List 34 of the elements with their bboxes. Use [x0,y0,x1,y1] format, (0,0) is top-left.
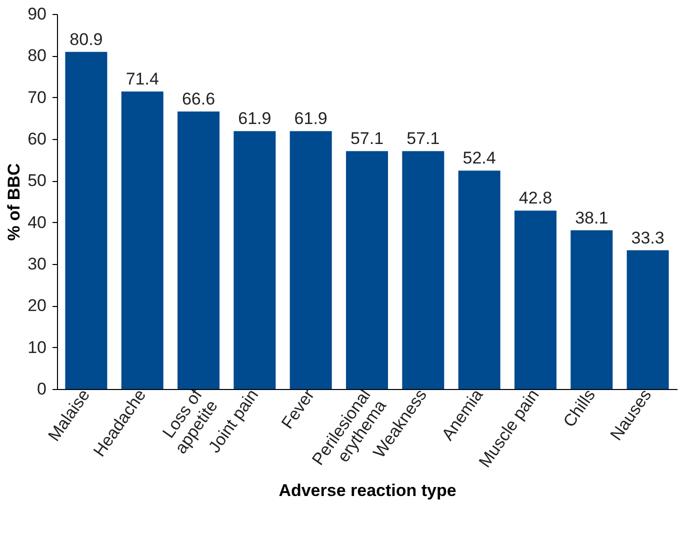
bar [514,210,556,389]
data-label: 66.6 [182,90,216,108]
data-label: 57.1 [350,129,384,148]
bar [65,52,108,389]
data-label: 71.4 [126,70,159,88]
bar [402,151,444,389]
y-tick-label: 90 [28,4,46,24]
y-tick-label: 10 [28,338,46,357]
bar [346,151,388,389]
y-tick-label: 30 [28,254,46,274]
bar [290,131,332,389]
y-tick-label: 50 [28,171,46,190]
data-label: 42.8 [518,188,552,208]
data-label: 33.3 [631,228,664,248]
bar [121,92,164,389]
bar [178,112,220,389]
bar [626,250,669,389]
bar [234,131,276,389]
data-label: 52.4 [462,148,496,168]
data-label: 80.9 [70,30,103,49]
y-axis-title: % of BBC [4,163,24,241]
data-label: 38.1 [575,208,608,228]
bar [570,230,613,389]
data-label: 57.1 [406,129,440,148]
y-tick-label: 20 [28,296,46,316]
data-label: 61.9 [294,109,328,128]
y-tick-label: 80 [28,46,46,66]
y-tick-label: 0 [37,380,46,398]
y-tick-label: 70 [28,88,46,107]
x-axis-title: Adverse reaction type [278,480,456,500]
data-label: 61.9 [238,109,272,128]
y-tick-label: 60 [28,130,46,148]
bar [458,170,500,389]
y-tick-label: 40 [28,212,46,232]
